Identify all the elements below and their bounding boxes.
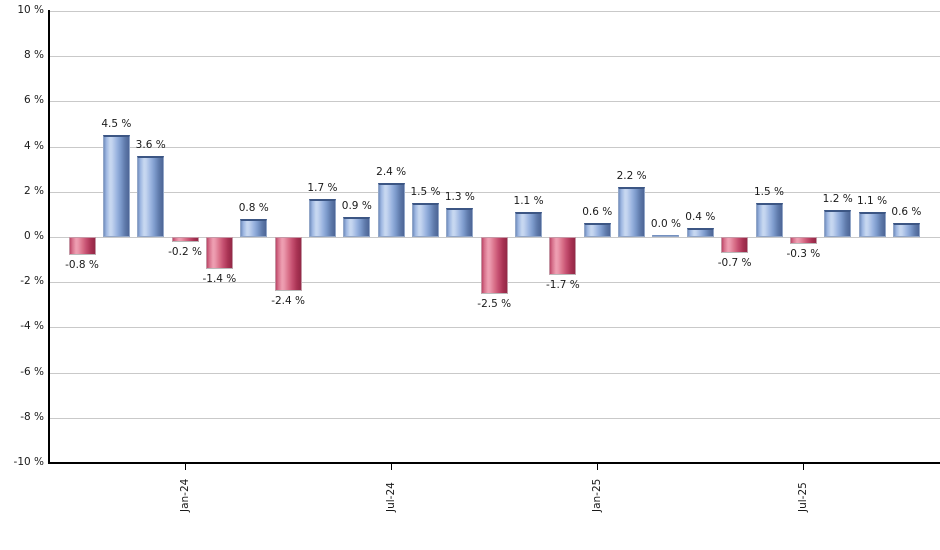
gridline [49, 373, 940, 374]
bar-value-label: -1.4 % [202, 273, 237, 285]
y-axis-line [48, 10, 50, 464]
bar [240, 219, 267, 237]
bar-value-label: 3.6 % [135, 139, 166, 151]
gridline [49, 327, 940, 328]
bar-value-label: 2.2 % [616, 170, 647, 182]
y-axis-tick-label: 8 % [24, 49, 44, 61]
bar [687, 228, 714, 237]
bar [893, 223, 920, 237]
bar-value-label: 0.0 % [650, 218, 681, 230]
bar-value-label: 0.6 % [582, 206, 613, 218]
bar-value-label: -0.7 % [717, 257, 752, 269]
bar-value-label: 0.4 % [685, 211, 716, 223]
x-axis-tick-label: Jan-25 [590, 478, 603, 512]
bar [549, 237, 576, 275]
bar [515, 212, 542, 237]
bar [824, 210, 851, 237]
x-axis-tick [597, 464, 598, 470]
bar [172, 237, 199, 242]
y-axis-tick-label: 4 % [24, 140, 44, 152]
x-axis-tick [803, 464, 804, 470]
bar-value-label: 2.4 % [376, 166, 407, 178]
gridline [49, 418, 940, 419]
bar-value-label: -1.7 % [545, 279, 580, 291]
bar-value-label: 1.7 % [307, 182, 338, 194]
bar-value-label: 1.5 % [410, 186, 441, 198]
bar [446, 208, 473, 237]
gridline [49, 101, 940, 102]
bar [103, 135, 130, 237]
bar [275, 237, 302, 291]
bar-value-label: 1.3 % [444, 191, 475, 203]
y-axis-tick-label: -2 % [20, 275, 44, 287]
y-axis-tick-label: 10 % [17, 4, 44, 16]
x-axis-tick [185, 464, 186, 470]
bar-value-label: 1.1 % [513, 195, 544, 207]
y-axis-tick-label: -8 % [20, 411, 44, 423]
bar [412, 203, 439, 237]
x-axis-line [48, 462, 940, 464]
bar [652, 235, 679, 237]
bar-value-label: -0.2 % [168, 246, 202, 258]
y-axis-tick-label: -10 % [13, 456, 44, 468]
bar-value-label: 1.5 % [753, 186, 785, 198]
bar [137, 156, 164, 237]
bar [206, 237, 233, 269]
gridline [49, 147, 940, 148]
bar-value-label: 1.2 % [822, 193, 853, 205]
bar [481, 237, 508, 294]
bar [756, 203, 783, 237]
x-axis-tick-label: Jan-24 [178, 478, 191, 512]
gridline [49, 11, 940, 12]
x-axis-tick-label: Jul-24 [384, 482, 397, 512]
bar [859, 212, 886, 237]
bar [618, 187, 645, 237]
bar-value-label: 1.1 % [857, 195, 888, 207]
y-axis-tick-label: -6 % [20, 366, 44, 378]
bar-value-label: 4.5 % [101, 118, 132, 130]
x-axis-tick [391, 464, 392, 470]
gridline [49, 56, 940, 57]
bar [378, 183, 405, 237]
bar [309, 199, 336, 237]
bar [343, 217, 370, 237]
gridline [49, 192, 940, 193]
bar-value-label: 0.6 % [891, 206, 922, 218]
x-axis-tick-label: Jul-25 [796, 482, 809, 512]
y-axis-tick-label: 2 % [24, 185, 44, 197]
bar-value-label: -0.8 % [65, 259, 99, 271]
bar [790, 237, 817, 244]
bar-value-label: -2.5 % [477, 298, 512, 310]
bar [721, 237, 748, 253]
bar-value-label: 0.8 % [238, 202, 269, 214]
y-axis-tick-label: 6 % [24, 94, 44, 106]
bar-value-label: 0.9 % [341, 200, 372, 212]
bar-value-label: -2.4 % [271, 295, 305, 307]
bar [584, 223, 611, 237]
bar [69, 237, 96, 255]
y-axis-tick-label: -4 % [20, 320, 44, 332]
bar-value-label: -0.3 % [786, 248, 821, 260]
y-axis-tick-label: 0 % [24, 230, 44, 242]
